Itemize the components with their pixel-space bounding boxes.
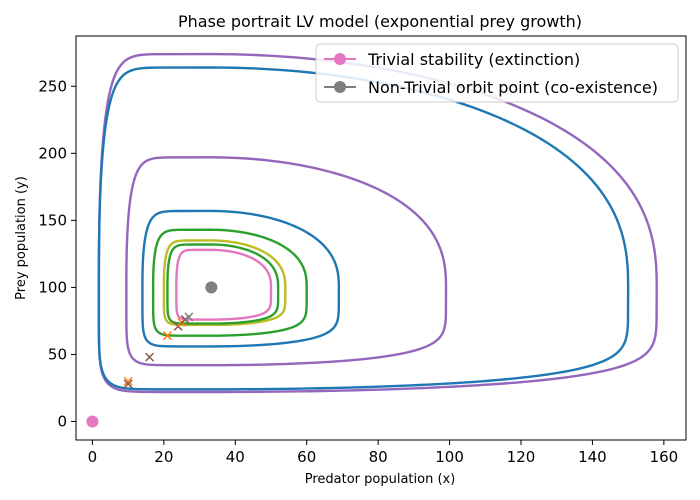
y-tick-label-100: 100 bbox=[38, 278, 67, 296]
trivial-point bbox=[86, 415, 99, 428]
legend-label-1: Trivial stability (extinction) bbox=[367, 50, 580, 69]
orbit-line-7 bbox=[166, 243, 280, 325]
start-marker-2 bbox=[123, 379, 133, 389]
start-marker-3 bbox=[145, 352, 155, 362]
plot-frame bbox=[75, 35, 687, 441]
x-tick-label-40: 40 bbox=[226, 448, 245, 466]
legend-label-2: Non-Trivial orbit point (co-existence) bbox=[368, 78, 658, 97]
orbit-line-8 bbox=[175, 248, 273, 321]
x-tick-label-160: 160 bbox=[650, 448, 679, 466]
plot-area bbox=[86, 52, 658, 428]
y-tick-label-250: 250 bbox=[38, 77, 67, 95]
x-tick-label-20: 20 bbox=[154, 448, 173, 466]
start-marker-1 bbox=[123, 376, 133, 386]
x-tick-label-100: 100 bbox=[435, 448, 464, 466]
orbit-line-3 bbox=[125, 156, 448, 367]
legend-box bbox=[315, 43, 679, 103]
y-tick-label-200: 200 bbox=[38, 144, 67, 162]
coexistence-point bbox=[205, 281, 218, 294]
orbit-line-4 bbox=[141, 209, 341, 348]
legend-marker-2 bbox=[334, 81, 346, 93]
legend: Trivial stability (extinction) Non-Trivia… bbox=[315, 43, 679, 103]
start-marker-4 bbox=[162, 331, 172, 341]
axes: 0 20 40 60 80 100 120 140 160 0 50 100 150 200 250 bbox=[38, 35, 687, 466]
x-axis-label: Predator population (x) bbox=[305, 472, 456, 487]
x-tick-label-140: 140 bbox=[578, 448, 607, 466]
x-tick-label-80: 80 bbox=[369, 448, 388, 466]
chart-title: Phase portrait LV model (exponential pre… bbox=[178, 12, 582, 31]
orbit-line-2 bbox=[97, 66, 630, 391]
orbit-line-1 bbox=[97, 52, 658, 394]
x-tick-label-120: 120 bbox=[507, 448, 536, 466]
orbit-line-6 bbox=[162, 239, 287, 327]
y-axis-label: Prey population (y) bbox=[14, 176, 29, 300]
orbit-line-5 bbox=[151, 228, 308, 337]
y-tick-label-0: 0 bbox=[57, 412, 67, 430]
y-tick-label-50: 50 bbox=[48, 345, 67, 363]
y-tick-label-150: 150 bbox=[38, 211, 67, 229]
x-tick-label-60: 60 bbox=[297, 448, 316, 466]
x-tick-label-0: 0 bbox=[88, 448, 98, 466]
legend-marker-1 bbox=[334, 53, 346, 65]
start-marker-8 bbox=[184, 312, 194, 322]
